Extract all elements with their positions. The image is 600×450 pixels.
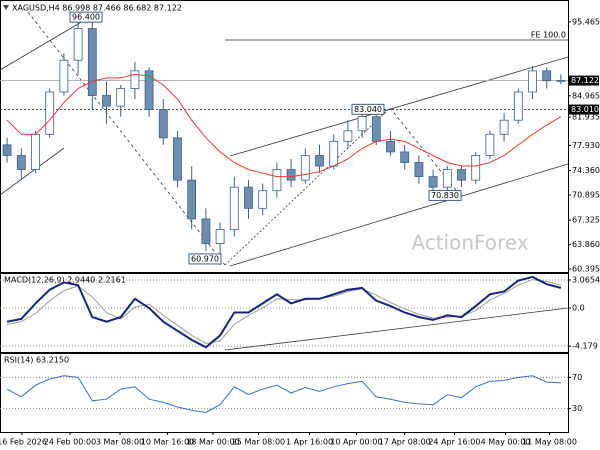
candle-body [343,130,353,142]
annotation-box [69,11,103,23]
candle-body [513,91,523,121]
x-tick-label: 10 Apr 00:00 [330,438,382,447]
candle-body [173,137,182,181]
watermark: ActionForex [411,231,528,255]
fe-label: FE 100.0 [531,30,566,39]
candle-body [244,186,253,209]
y-tick-label: 84.965 [572,91,600,100]
series-line [6,375,561,414]
candle-body [457,169,466,181]
y-tick-label: 3.0654 [572,275,600,284]
series-line [6,73,562,178]
candle-body [229,186,239,230]
macd-panel [0,273,569,353]
x-tick-label: 17 Apr 08:00 [379,438,431,447]
candle-body [31,133,40,170]
x-tick-label: 10 Mar 16:00 [141,438,194,447]
candle-body [59,59,69,93]
y-tick-label: 30 [572,404,582,413]
candle-body [485,133,495,156]
candle-body [158,109,168,139]
trendline [0,147,65,196]
x-tick-label: 3 Mar 08:00 [96,438,144,447]
candle-body [258,190,268,209]
candle-body [45,91,55,135]
y-tick-label: -4.179 [572,342,598,351]
candle-body [315,155,324,167]
candle-body [286,169,296,181]
candle-body [329,140,339,167]
channel-lower [229,163,569,267]
annotation-label: 70.830 [431,191,459,200]
x-tick-label: 16 Feb 2026 [0,438,47,447]
price-tag [569,104,599,115]
candle-body [499,119,509,135]
x-tick-label: 1 Apr 16:00 [286,438,333,447]
annotation-box [188,253,222,265]
x-tick-label: 25 Mar 08:00 [232,438,285,447]
y-tick-label: 74.360 [572,166,600,175]
y-tick-label: 63.860 [572,240,600,249]
price-tag [569,75,599,86]
x-tick-label: 4 May 00:00 [481,438,531,447]
macd-trendline [224,307,569,351]
candle-body [272,169,282,192]
candle-body [542,70,552,82]
annotation-box [351,103,385,115]
candle-body [414,162,424,178]
channel-upper [229,56,569,157]
candle-body [442,169,452,188]
projection-line [224,107,391,266]
price-tag-label: 83.010 [571,105,599,114]
rsi-panel [0,353,569,433]
price-tag-label: 87.122 [571,76,599,85]
y-tick-label: 77.930 [572,141,600,150]
candle-body [130,70,140,89]
candle-body [87,28,97,96]
series-line [6,275,562,349]
macd-title: MACD(12,26,9) 2.9440 2.2161 [4,276,126,285]
candle-body [471,155,481,181]
candle-body [300,155,310,181]
y-tick-label: 0.0 [572,303,585,312]
rsi-title: RSI(14) 63.2150 [4,356,69,365]
chart-title: XAGUSD,H4 86.998 87.466 86.682 87.122 [12,4,182,13]
y-tick-label: 60.395 [572,265,600,274]
candle-body [201,218,211,244]
candle-body [2,144,12,156]
candle-body [215,229,225,244]
candle-body [16,155,26,170]
x-tick-label: 24 Feb 00:00 [44,438,96,447]
x-tick-label: 11 May 08:00 [522,438,577,447]
candle-body [73,28,83,61]
price-panel [0,0,569,273]
candle-body [116,88,126,107]
candle-body [400,151,410,163]
annotation-box [428,189,462,201]
candle-body [102,95,111,107]
candle-body [357,116,367,132]
candle-body [556,80,566,82]
annotation-label: 60.970 [191,254,219,263]
candle-body [187,179,197,220]
candle-body [428,176,438,188]
candle-body [386,140,395,153]
x-tick-label: 24 Apr 16:00 [428,438,480,447]
candle-body [144,70,154,111]
candle-body [528,70,537,93]
projection-line [27,11,226,266]
y-tick-label: 95.465 [572,17,600,26]
y-tick-label: 67.325 [572,216,600,225]
x-tick-label: 18 Mar 00:00 [186,438,239,447]
y-tick-label: 81.935 [572,113,600,122]
y-tick-label: 70 [572,373,582,382]
annotation-label: 96.400 [72,13,100,22]
candle-body [371,116,381,142]
title-icon [3,5,9,10]
y-tick-label: 70.895 [572,190,600,199]
annotation-label: 83.040 [354,105,382,114]
trendline [0,13,96,71]
